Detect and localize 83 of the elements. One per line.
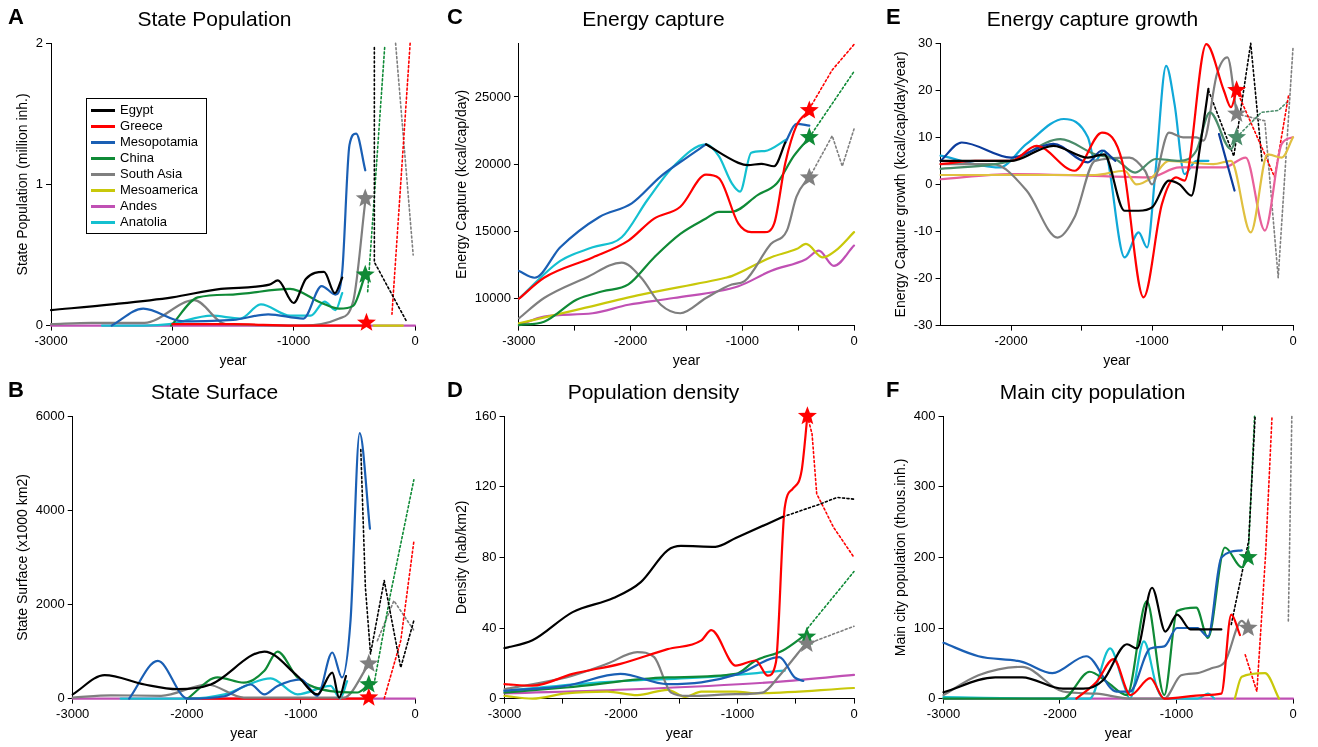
y-tick-label: 10000: [474, 290, 511, 306]
x-tick-label: -2000: [614, 332, 648, 348]
y-tick-label: 40: [482, 619, 497, 635]
legend-label: Mesoamerica: [120, 182, 199, 199]
x-tick-label: 0: [411, 332, 419, 348]
x-tick-label: 0: [850, 705, 858, 721]
x-tick-label: 0: [1289, 332, 1297, 348]
x-tick-label: -3000: [34, 332, 68, 348]
y-tick-label: 100: [913, 619, 936, 635]
x-tick-label: -3000: [926, 705, 961, 721]
y-tick-label: 400: [913, 407, 936, 423]
y-axis-title: Density (hab/km2): [453, 500, 470, 615]
x-tick-label: -3000: [56, 705, 90, 721]
y-tick-label: 25000: [474, 88, 511, 104]
legend-label: China: [120, 150, 154, 167]
x-tick-label: 0: [411, 705, 419, 721]
x-tick-label: -1000: [1135, 332, 1169, 348]
y-tick-label: 0: [928, 690, 936, 706]
y-tick-label: 0: [35, 317, 44, 333]
x-tick-label: -3000: [502, 332, 536, 348]
x-tick-label: -2000: [170, 705, 204, 721]
y-axis-title: Energy Capture growth (kcal/cap/day/year): [892, 51, 909, 318]
y-tick-label: 6000: [35, 407, 65, 423]
x-tick-label: -1000: [1159, 705, 1194, 721]
text: A: [8, 4, 24, 30]
chart-title: Main city population: [999, 380, 1186, 404]
x-axis-title: year: [672, 352, 701, 369]
y-tick-label: -10: [913, 223, 933, 239]
chart-title: State Population: [137, 7, 292, 31]
text: B: [8, 377, 24, 403]
y-tick-label: 300: [913, 478, 936, 494]
x-tick-label: -1000: [284, 705, 318, 721]
legend-label: Mesopotamia: [120, 134, 199, 151]
y-axis-title: State Population (million inh.): [14, 93, 31, 276]
y-tick-label: 1: [35, 175, 44, 191]
x-axis-title: year: [665, 725, 694, 742]
y-tick-label: 20000: [474, 155, 511, 171]
y-axis-title: Main city population (thous.inh.): [892, 458, 909, 657]
x-tick-label: -2000: [994, 332, 1028, 348]
legend-label: Anatolia: [120, 214, 167, 231]
y-axis-title: State Surface (x1000 km2): [14, 474, 31, 641]
legend-label: South Asia: [120, 166, 183, 183]
legend-label: Greece: [120, 118, 163, 135]
y-tick-label: -30: [913, 317, 933, 333]
y-tick-label: 120: [474, 478, 497, 494]
x-axis-title: year: [1104, 725, 1133, 742]
x-tick-label: 0: [850, 332, 858, 348]
x-tick-label: -2000: [155, 332, 189, 348]
x-axis-title: year: [219, 352, 247, 369]
chart-title: Population density: [567, 380, 740, 404]
y-tick-label: 0: [489, 690, 497, 706]
x-tick-label: -2000: [604, 705, 638, 721]
y-tick-label: 2000: [35, 596, 65, 612]
text: F: [886, 377, 900, 403]
y-tick-label: 0: [925, 175, 933, 191]
y-tick-label: 80: [482, 548, 497, 564]
y-tick-label: 20: [918, 81, 933, 97]
legend-label: Egypt: [120, 102, 154, 119]
x-tick-label: -1000: [725, 332, 759, 348]
y-tick-label: 10: [918, 128, 933, 144]
y-tick-label: 15000: [474, 223, 511, 239]
y-tick-label: 160: [474, 407, 497, 423]
y-tick-label: 200: [913, 548, 936, 564]
text: D: [447, 377, 463, 403]
y-tick-label: 4000: [35, 501, 65, 517]
y-tick-label: 30: [918, 34, 933, 50]
x-tick-label: -1000: [720, 705, 755, 721]
x-tick-label: -3000: [487, 705, 522, 721]
x-tick-label: 0: [1289, 705, 1297, 721]
x-tick-label: -1000: [277, 332, 311, 348]
x-axis-title: year: [1103, 352, 1131, 369]
legend-label: Andes: [120, 198, 157, 215]
x-tick-label: -2000: [1043, 705, 1077, 721]
x-axis-title: year: [230, 725, 258, 742]
y-axis-title: Energy Capture (kcal/cap/day): [453, 89, 470, 279]
y-tick-label: 0: [57, 690, 65, 706]
chart-title: Energy capture growth: [986, 7, 1199, 31]
text: C: [447, 4, 463, 30]
text: E: [886, 4, 901, 30]
y-tick-label: 2: [35, 34, 44, 50]
chart-title: Energy capture: [582, 7, 725, 31]
y-tick-label: -20: [913, 270, 933, 286]
chart-title: State Surface: [150, 380, 279, 404]
